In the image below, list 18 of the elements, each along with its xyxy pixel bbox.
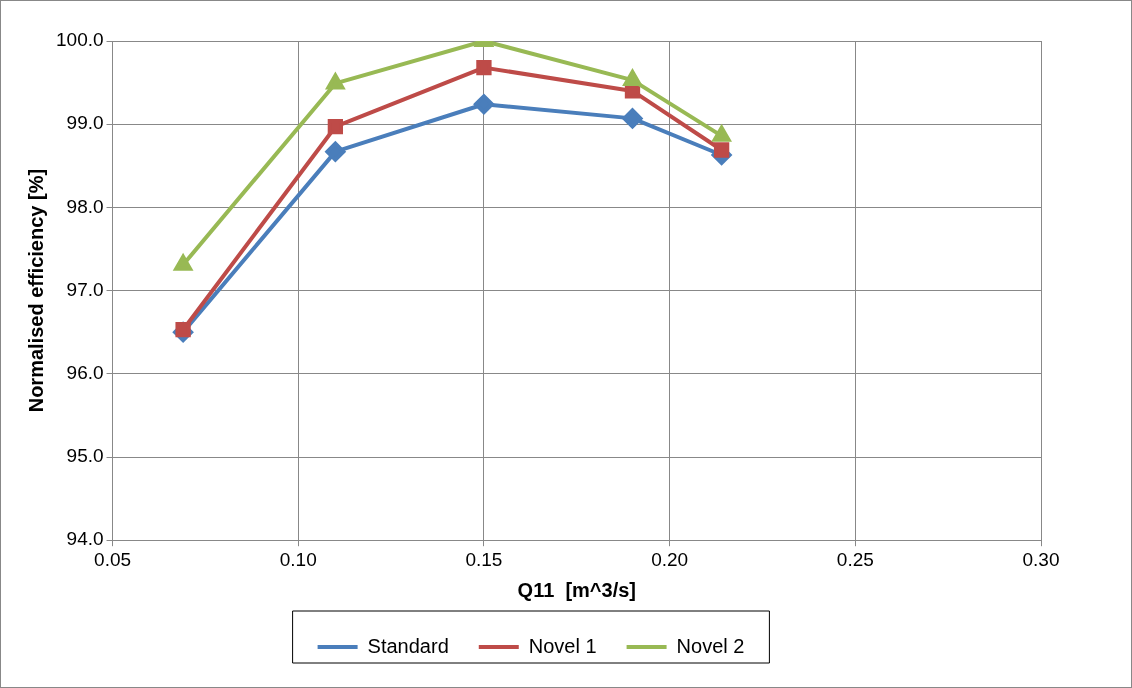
y-tick-label: 97.0	[66, 278, 104, 300]
x-axis-title: Q11 [m^3/s]	[517, 578, 636, 601]
x-tick-label: 0.10	[279, 548, 317, 570]
legend-label: Novel 1	[528, 634, 597, 657]
y-tick-label: 96.0	[66, 362, 104, 384]
legend-label: Standard	[367, 634, 449, 657]
y-tick-label: 98.0	[66, 195, 104, 217]
x-tick-label: 0.30	[1022, 548, 1060, 570]
y-tick-label: 100.0	[56, 29, 104, 51]
x-tick-label: 0.20	[651, 548, 689, 570]
x-tick-label: 0.15	[465, 548, 503, 570]
x-tick-label: 0.05	[94, 548, 132, 570]
y-tick-label: 95.0	[66, 445, 104, 467]
legend-label: Novel 2	[676, 634, 745, 657]
y-axis-title: Normalised efficiency [%]	[24, 168, 47, 413]
y-tick-label: 99.0	[66, 112, 104, 134]
x-tick-label: 0.25	[836, 548, 874, 570]
y-tick-label: 94.0	[66, 528, 104, 550]
